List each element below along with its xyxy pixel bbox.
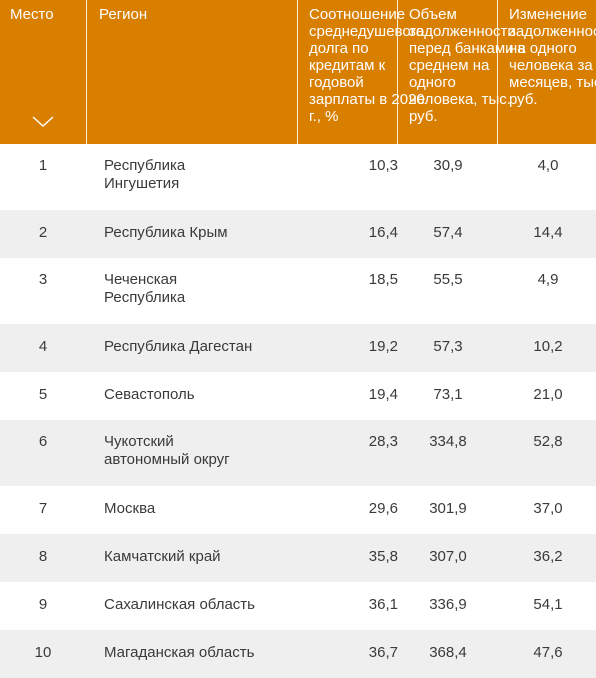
cell-place: 4: [38, 338, 48, 355]
cell-place: 1: [38, 157, 48, 174]
header-divider: [86, 0, 87, 144]
cell-ratio-value: 16,4: [368, 224, 398, 241]
cell-region: Москва: [104, 500, 156, 517]
table-row: 9 Сахалинская область 36,1 336,9 54,1: [0, 582, 596, 630]
cell-change: 52,8: [533, 433, 563, 450]
cell-volume: 57,4: [433, 224, 463, 241]
cell-region: Чеченская Республика: [104, 271, 186, 306]
cell-volume: 336,9: [429, 596, 467, 613]
cell-ratio: 28,3: [298, 433, 398, 451]
cell-volume: 368,4: [429, 644, 467, 661]
cell-place: 10: [34, 644, 52, 661]
cell-change: 21,0: [533, 386, 563, 403]
table-body: 1 Республика Ингушетия 10,3 30,9 4,0 2 Республ…: [0, 144, 596, 678]
table-row: 5 Севастополь 19,4 73,1 21,0: [0, 372, 596, 420]
cell-volume: 301,9: [429, 500, 467, 517]
cell-ratio: 35,8: [298, 548, 398, 566]
cell-ratio: 18,5: [298, 271, 398, 289]
cell-volume: 307,0: [429, 548, 467, 565]
cell-ratio-value: 10,3: [368, 157, 398, 174]
cell-region: Сахалинская область: [104, 596, 255, 613]
cell-change: 47,6: [533, 644, 563, 661]
cell-ratio-value: 19,2: [368, 338, 398, 355]
cell-region: Севастополь: [104, 386, 195, 403]
cell-volume: 334,8: [429, 433, 467, 450]
cell-volume: 55,5: [433, 271, 463, 288]
column-header-change[interactable]: Изменение задолженности на одного челове…: [509, 6, 596, 108]
cell-change: 54,1: [533, 596, 563, 613]
table-row: 1 Республика Ингушетия 10,3 30,9 4,0: [0, 144, 596, 210]
column-header-region[interactable]: Регион: [99, 6, 148, 23]
cell-volume: 30,9: [433, 157, 463, 174]
cell-volume: 73,1: [433, 386, 463, 403]
cell-region: Республика Дагестан: [104, 338, 253, 355]
table-row: 3 Чеченская Республика 18,5 55,5 4,9: [0, 258, 596, 324]
cell-ratio: 29,6: [298, 500, 398, 518]
cell-change: 4,9: [537, 271, 559, 288]
cell-change: 14,4: [533, 224, 563, 241]
cell-ratio-value: 36,1: [368, 596, 398, 613]
table-row: 6 Чукотский автономный округ 28,3 334,8 52,8: [0, 420, 596, 486]
cell-place: 8: [38, 548, 48, 565]
chevron-down-icon[interactable]: [32, 116, 54, 128]
cell-ratio-value: 36,7: [368, 644, 398, 661]
cell-place: 5: [38, 386, 48, 403]
column-header-ratio[interactable]: Соотношение среднедушевого долга по кред…: [309, 6, 425, 125]
header-divider: [297, 0, 298, 144]
cell-region: Республика Ингушетия: [104, 157, 186, 192]
cell-volume: 57,3: [433, 338, 463, 355]
cell-ratio: 36,7: [298, 644, 398, 662]
cell-ratio-value: 35,8: [368, 548, 398, 565]
cell-ratio: 16,4: [298, 224, 398, 242]
cell-ratio: 10,3: [298, 157, 398, 175]
table-row: 7 Москва 29,6 301,9 37,0: [0, 486, 596, 534]
cell-ratio: 19,4: [298, 386, 398, 404]
cell-ratio-value: 18,5: [368, 271, 398, 288]
table-header: Место Регион Соотношение среднедушевого …: [0, 0, 596, 144]
cell-ratio: 36,1: [298, 596, 398, 614]
cell-change: 37,0: [533, 500, 563, 517]
column-header-volume[interactable]: Объем задолженности перед банками в сред…: [409, 6, 526, 125]
cell-region: Магаданская область: [104, 644, 255, 661]
cell-place: 2: [38, 224, 48, 241]
cell-ratio: 19,2: [298, 338, 398, 356]
cell-change: 4,0: [537, 157, 559, 174]
cell-change: 10,2: [533, 338, 563, 355]
cell-ratio-value: 28,3: [368, 433, 398, 450]
cell-place: 3: [38, 271, 48, 288]
cell-region: Камчатский край: [104, 548, 221, 565]
header-divider: [497, 0, 498, 144]
table-row: 4 Республика Дагестан 19,2 57,3 10,2: [0, 324, 596, 372]
cell-place: 9: [38, 596, 48, 613]
column-header-place[interactable]: Место: [10, 6, 54, 23]
cell-place: 6: [38, 433, 48, 450]
cell-region: Чукотский автономный округ: [104, 433, 230, 468]
header-divider: [397, 0, 398, 144]
table-row: 8 Камчатский край 35,8 307,0 36,2: [0, 534, 596, 582]
cell-ratio-value: 29,6: [368, 500, 398, 517]
table-row: 10 Магаданская область 36,7 368,4 47,6: [0, 630, 596, 678]
table-row: 2 Республика Крым 16,4 57,4 14,4: [0, 210, 596, 258]
cell-ratio-value: 19,4: [368, 386, 398, 403]
cell-region: Республика Крым: [104, 224, 228, 241]
cell-place: 7: [38, 500, 48, 517]
cell-change: 36,2: [533, 548, 563, 565]
